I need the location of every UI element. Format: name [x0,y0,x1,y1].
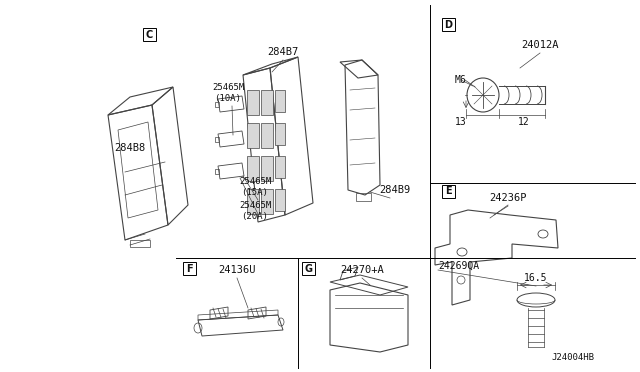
Text: 284B7: 284B7 [268,47,299,57]
Bar [183,262,196,275]
Text: F: F [186,263,193,273]
Text: 24270+A: 24270+A [340,265,384,275]
Text: 16.5: 16.5 [524,273,548,283]
Text: 25465M: 25465M [239,202,271,211]
Bar [247,156,259,181]
Text: 25465M: 25465M [212,83,244,93]
Text: D: D [445,19,452,29]
Text: 284B8: 284B8 [115,143,146,153]
Text: 24136U: 24136U [218,265,256,275]
Bar [442,185,455,198]
Bar [215,169,219,174]
Text: 13: 13 [455,117,467,127]
Text: 24012A: 24012A [521,40,559,50]
Text: (15A): (15A) [241,187,268,196]
Bar [261,189,273,214]
Bar [261,90,273,115]
Text: 24236P: 24236P [489,193,527,203]
Bar [215,137,219,142]
Bar [130,240,150,247]
Text: 12: 12 [518,117,530,127]
Bar [215,102,219,107]
Text: G: G [305,263,312,273]
Bar [275,123,285,145]
Bar [247,123,259,148]
Text: C: C [146,29,153,39]
Bar [442,18,455,31]
Text: (20A): (20A) [241,212,268,221]
Text: M6: M6 [455,75,467,85]
Text: (10A): (10A) [214,93,241,103]
Bar [143,28,156,41]
Bar [275,189,285,211]
Text: 25465M: 25465M [239,177,271,186]
Bar [356,193,371,201]
Bar [247,189,259,214]
Text: J24004HB: J24004HB [552,353,595,362]
Text: 284B9: 284B9 [380,185,411,195]
Bar [302,262,315,275]
Bar [247,90,259,115]
Bar [261,123,273,148]
Text: E: E [445,186,452,196]
Bar [275,90,285,112]
Bar [261,156,273,181]
Text: 24269QA: 24269QA [438,261,479,271]
Bar [275,156,285,178]
